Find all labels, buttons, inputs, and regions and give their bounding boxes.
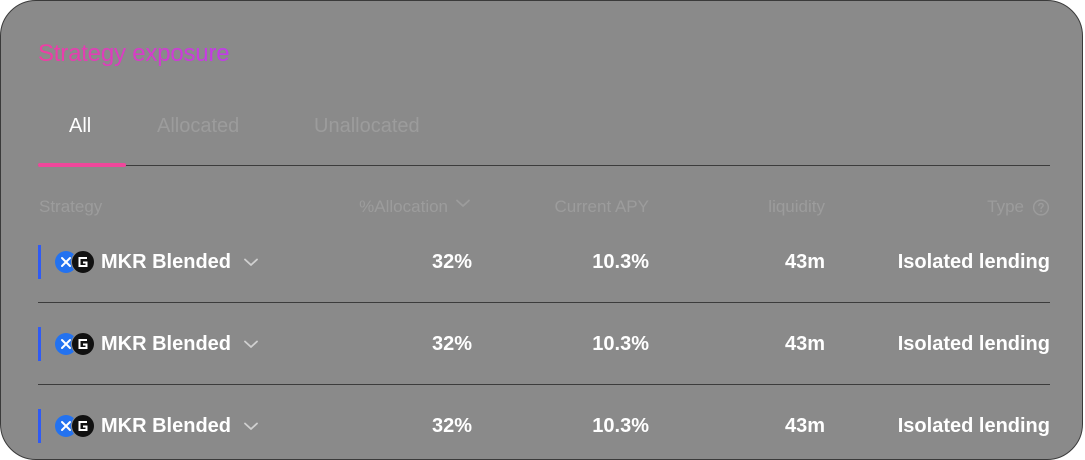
column-header-allocation-label: %Allocation	[359, 197, 448, 216]
allocation-value: 32%	[431, 251, 472, 273]
strategy-name: MKR Blended	[101, 251, 231, 273]
strategy-cell: MKR Blended	[55, 327, 261, 361]
strategy-cell: MKR Blended	[55, 409, 261, 443]
type-value: Isolated lending	[897, 415, 1050, 437]
apy-value: 10.3%	[592, 333, 649, 355]
allocation-value: 32%	[431, 333, 472, 355]
apy-value: 10.3%	[592, 251, 649, 273]
tab-all[interactable]: All	[69, 115, 92, 137]
question-circle-icon[interactable]	[1032, 198, 1050, 216]
token-icons	[55, 414, 95, 438]
column-header-strategy: Strategy	[39, 197, 103, 216]
type-value: Isolated lending	[897, 251, 1050, 273]
g-token-icon	[71, 332, 95, 356]
strategy-name: MKR Blended	[101, 415, 231, 437]
chevron-down-icon[interactable]	[241, 334, 261, 354]
table-row[interactable]: MKR Blended 32% 10.3% 43m Isolated lendi…	[38, 385, 1050, 459]
g-token-icon	[71, 414, 95, 438]
token-icons	[55, 332, 95, 356]
chevron-down-icon[interactable]	[241, 252, 261, 272]
chevron-down-icon[interactable]	[241, 416, 261, 436]
column-header-liquidity: liquidity	[768, 197, 825, 216]
row-accent-bar	[38, 327, 41, 361]
token-icons	[55, 250, 95, 274]
g-token-icon	[71, 250, 95, 274]
column-header-type-label: Type	[987, 197, 1024, 216]
tab-unallocated[interactable]: Unallocated	[314, 115, 420, 137]
strategy-name: MKR Blended	[101, 333, 231, 355]
tabs-divider	[38, 165, 1050, 166]
allocation-value: 32%	[431, 415, 472, 437]
liquidity-value: 43m	[784, 415, 825, 437]
liquidity-value: 43m	[784, 333, 825, 355]
liquidity-value: 43m	[784, 251, 825, 273]
table-header: Strategy %Allocation Current APY liquidi…	[38, 193, 1050, 221]
strategy-cell: MKR Blended	[55, 245, 261, 279]
table-row[interactable]: MKR Blended 32% 10.3% 43m Isolated lendi…	[38, 221, 1050, 303]
strategy-table-body: MKR Blended 32% 10.3% 43m Isolated lendi…	[38, 221, 1050, 459]
row-accent-bar	[38, 409, 41, 443]
card-title: Strategy exposure	[38, 40, 230, 67]
table-row[interactable]: MKR Blended 32% 10.3% 43m Isolated lendi…	[38, 303, 1050, 385]
active-tab-indicator	[38, 163, 126, 167]
chevron-down-icon[interactable]	[454, 193, 472, 221]
column-header-allocation[interactable]: %Allocation	[359, 193, 472, 221]
tab-bar: All Allocated Unallocated	[38, 107, 1050, 167]
type-value: Isolated lending	[897, 333, 1050, 355]
column-header-apy: Current APY	[554, 197, 650, 216]
column-header-type: Type	[987, 193, 1050, 221]
apy-value: 10.3%	[592, 415, 649, 437]
row-accent-bar	[38, 245, 41, 279]
tab-allocated[interactable]: Allocated	[157, 115, 240, 137]
